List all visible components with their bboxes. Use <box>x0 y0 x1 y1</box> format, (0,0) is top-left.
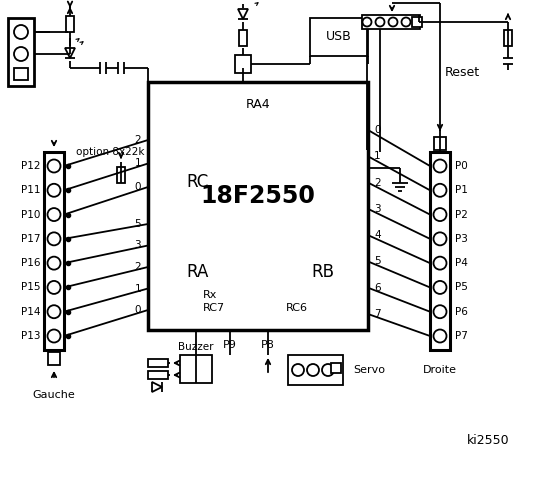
Bar <box>331 363 341 373</box>
Text: RB: RB <box>311 263 335 281</box>
Circle shape <box>48 232 60 245</box>
Text: Gauche: Gauche <box>33 390 75 400</box>
Text: P15: P15 <box>20 282 40 292</box>
Text: RA: RA <box>187 263 209 281</box>
Circle shape <box>434 159 446 172</box>
Circle shape <box>14 47 28 61</box>
Circle shape <box>389 17 398 26</box>
Text: 7: 7 <box>374 309 380 319</box>
Text: P5: P5 <box>455 282 468 292</box>
Bar <box>362 15 420 29</box>
Circle shape <box>48 159 60 172</box>
Text: P11: P11 <box>20 185 40 195</box>
Bar <box>504 30 512 46</box>
Circle shape <box>48 184 60 197</box>
Text: 2: 2 <box>134 135 141 145</box>
Text: RC7: RC7 <box>203 303 225 313</box>
Text: P10: P10 <box>20 210 40 219</box>
Bar <box>44 152 64 350</box>
Text: P3: P3 <box>455 234 468 244</box>
Text: option 8x22k: option 8x22k <box>76 147 144 157</box>
Text: 2: 2 <box>134 262 141 272</box>
Circle shape <box>375 17 384 26</box>
Bar <box>48 352 60 365</box>
Text: 5: 5 <box>374 256 380 266</box>
Bar <box>434 137 446 150</box>
Circle shape <box>434 184 446 197</box>
Text: P4: P4 <box>455 258 468 268</box>
Bar <box>239 30 247 46</box>
Text: P7: P7 <box>455 331 468 341</box>
Bar <box>66 16 74 32</box>
Text: P6: P6 <box>455 307 468 317</box>
Circle shape <box>48 329 60 343</box>
Text: 5: 5 <box>134 219 141 229</box>
Text: 4: 4 <box>374 230 380 240</box>
Circle shape <box>14 25 28 39</box>
Bar <box>310 18 368 56</box>
Text: Buzzer: Buzzer <box>178 342 214 352</box>
Circle shape <box>48 257 60 270</box>
Text: Servo: Servo <box>353 365 385 375</box>
Text: USB: USB <box>326 31 352 44</box>
Bar <box>430 152 450 350</box>
Text: Droite: Droite <box>423 365 457 375</box>
Circle shape <box>434 257 446 270</box>
Circle shape <box>434 305 446 318</box>
Text: P0: P0 <box>455 161 468 171</box>
Text: Rx: Rx <box>203 290 217 300</box>
Circle shape <box>322 364 334 376</box>
Circle shape <box>434 281 446 294</box>
Text: 1: 1 <box>374 151 380 161</box>
Text: RC: RC <box>187 173 209 191</box>
Text: 6: 6 <box>374 283 380 293</box>
Circle shape <box>434 232 446 245</box>
Text: 0: 0 <box>134 305 141 315</box>
Circle shape <box>434 329 446 343</box>
Bar <box>148 82 368 330</box>
Text: P8: P8 <box>261 340 275 350</box>
Text: P2: P2 <box>455 210 468 219</box>
Bar <box>148 359 168 367</box>
Text: Reset: Reset <box>445 65 480 79</box>
Text: P13: P13 <box>20 331 40 341</box>
Text: P17: P17 <box>20 234 40 244</box>
Text: 0: 0 <box>134 182 141 192</box>
Circle shape <box>307 364 319 376</box>
Text: P1: P1 <box>455 185 468 195</box>
Text: RC6: RC6 <box>286 303 308 313</box>
Circle shape <box>434 208 446 221</box>
Text: 2: 2 <box>374 178 380 188</box>
Bar <box>8 18 34 86</box>
Text: 18F2550: 18F2550 <box>201 184 315 208</box>
Circle shape <box>48 281 60 294</box>
Text: ki2550: ki2550 <box>467 433 510 446</box>
Text: 1: 1 <box>134 284 141 293</box>
Text: P12: P12 <box>20 161 40 171</box>
Circle shape <box>48 208 60 221</box>
Circle shape <box>363 17 372 26</box>
Bar <box>288 355 343 385</box>
Bar <box>180 355 212 383</box>
Text: 1: 1 <box>134 158 141 168</box>
Text: 0: 0 <box>374 125 380 135</box>
Text: P9: P9 <box>223 340 237 350</box>
Text: RA4: RA4 <box>246 97 270 110</box>
Bar <box>235 55 251 73</box>
Circle shape <box>401 17 410 26</box>
Text: P14: P14 <box>20 307 40 317</box>
Circle shape <box>48 305 60 318</box>
Bar <box>14 68 28 80</box>
Text: 3: 3 <box>374 204 380 214</box>
Text: 3: 3 <box>134 240 141 251</box>
Bar <box>412 17 422 27</box>
Circle shape <box>292 364 304 376</box>
Text: P16: P16 <box>20 258 40 268</box>
Bar <box>117 167 125 183</box>
Bar <box>148 371 168 379</box>
